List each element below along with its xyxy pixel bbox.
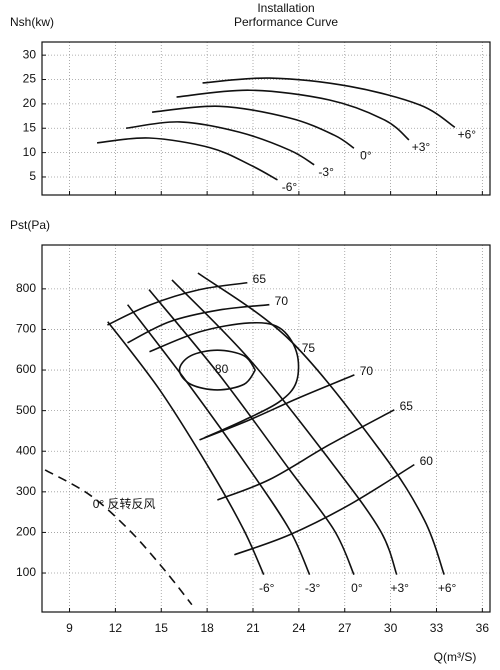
y-tick-label: 10 [23,145,37,159]
curve-label: +3° [412,140,431,154]
efficiency-curve [199,374,355,441]
x-tick-label: 9 [66,621,73,635]
y-tick-label: 200 [16,525,36,539]
curve-label: +6° [458,127,477,141]
curve-label: -6° [259,581,275,595]
efficiency-label: 65 [253,272,267,286]
curve [197,272,445,575]
efficiency-curve [234,463,415,556]
y-tick-label: 25 [23,72,37,86]
curve [148,289,355,575]
efficiency-label: 70 [275,294,289,308]
efficiency-label: 60 [420,454,434,468]
y-tick-label: 800 [16,281,36,295]
y-tick-label: 600 [16,362,36,376]
curve-label: +3° [390,581,409,595]
plot-frame [41,244,491,613]
x-tick-label: 15 [155,621,169,635]
curve [126,304,311,575]
curve-label: 0° 反转反风 [93,496,156,511]
efficiency-curve [217,409,395,501]
curve [126,121,315,166]
y-tick-label: 400 [16,443,36,457]
x-tick-label: 24 [292,621,306,635]
y-tick-label: 5 [29,169,36,183]
y-tick-label: 300 [16,484,36,498]
x-tick-label: 18 [200,621,214,635]
curve [107,321,265,575]
x-axis-label: Q(m³/S) [434,650,477,664]
efficiency-curve [127,303,270,344]
y-tick-label: 500 [16,403,36,417]
y-tick-label: 15 [23,120,37,134]
curve [202,77,456,128]
efficiency-label: 70 [360,364,374,378]
y-tick-label: 700 [16,322,36,336]
curve [176,89,410,141]
curve [44,469,193,606]
x-tick-label: 30 [384,621,398,635]
x-tick-label: 21 [246,621,260,635]
efficiency-curve [178,349,256,391]
curve-label: -6° [282,180,298,194]
x-tick-label: 33 [430,621,444,635]
y-tick-label: 20 [23,96,37,110]
curve [96,137,278,181]
x-tick-label: 12 [109,621,123,635]
curve-label: 0° [360,148,372,162]
efficiency-curve [107,281,248,326]
curve-label: +6° [438,581,457,595]
curve [152,105,355,149]
y-tick-label: 100 [16,565,36,579]
plot-frame [41,41,491,196]
x-tick-label: 27 [338,621,352,635]
chart-title: Installation [257,1,314,15]
curve-label: 0° [351,581,363,595]
curve-label: -3° [318,165,334,179]
efficiency-label: 75 [302,341,316,355]
x-tick-label: 36 [476,621,490,635]
y-tick-label: 30 [23,47,37,61]
efficiency-label: 80 [215,362,229,376]
efficiency-curve [149,321,300,439]
efficiency-label: 65 [400,399,414,413]
chart-subtitle: Performance Curve [234,15,338,29]
y-axis-label: Nsh(kw) [10,15,54,29]
y-axis-label: Pst(Pa) [10,218,50,232]
curve-label: -3° [305,581,321,595]
